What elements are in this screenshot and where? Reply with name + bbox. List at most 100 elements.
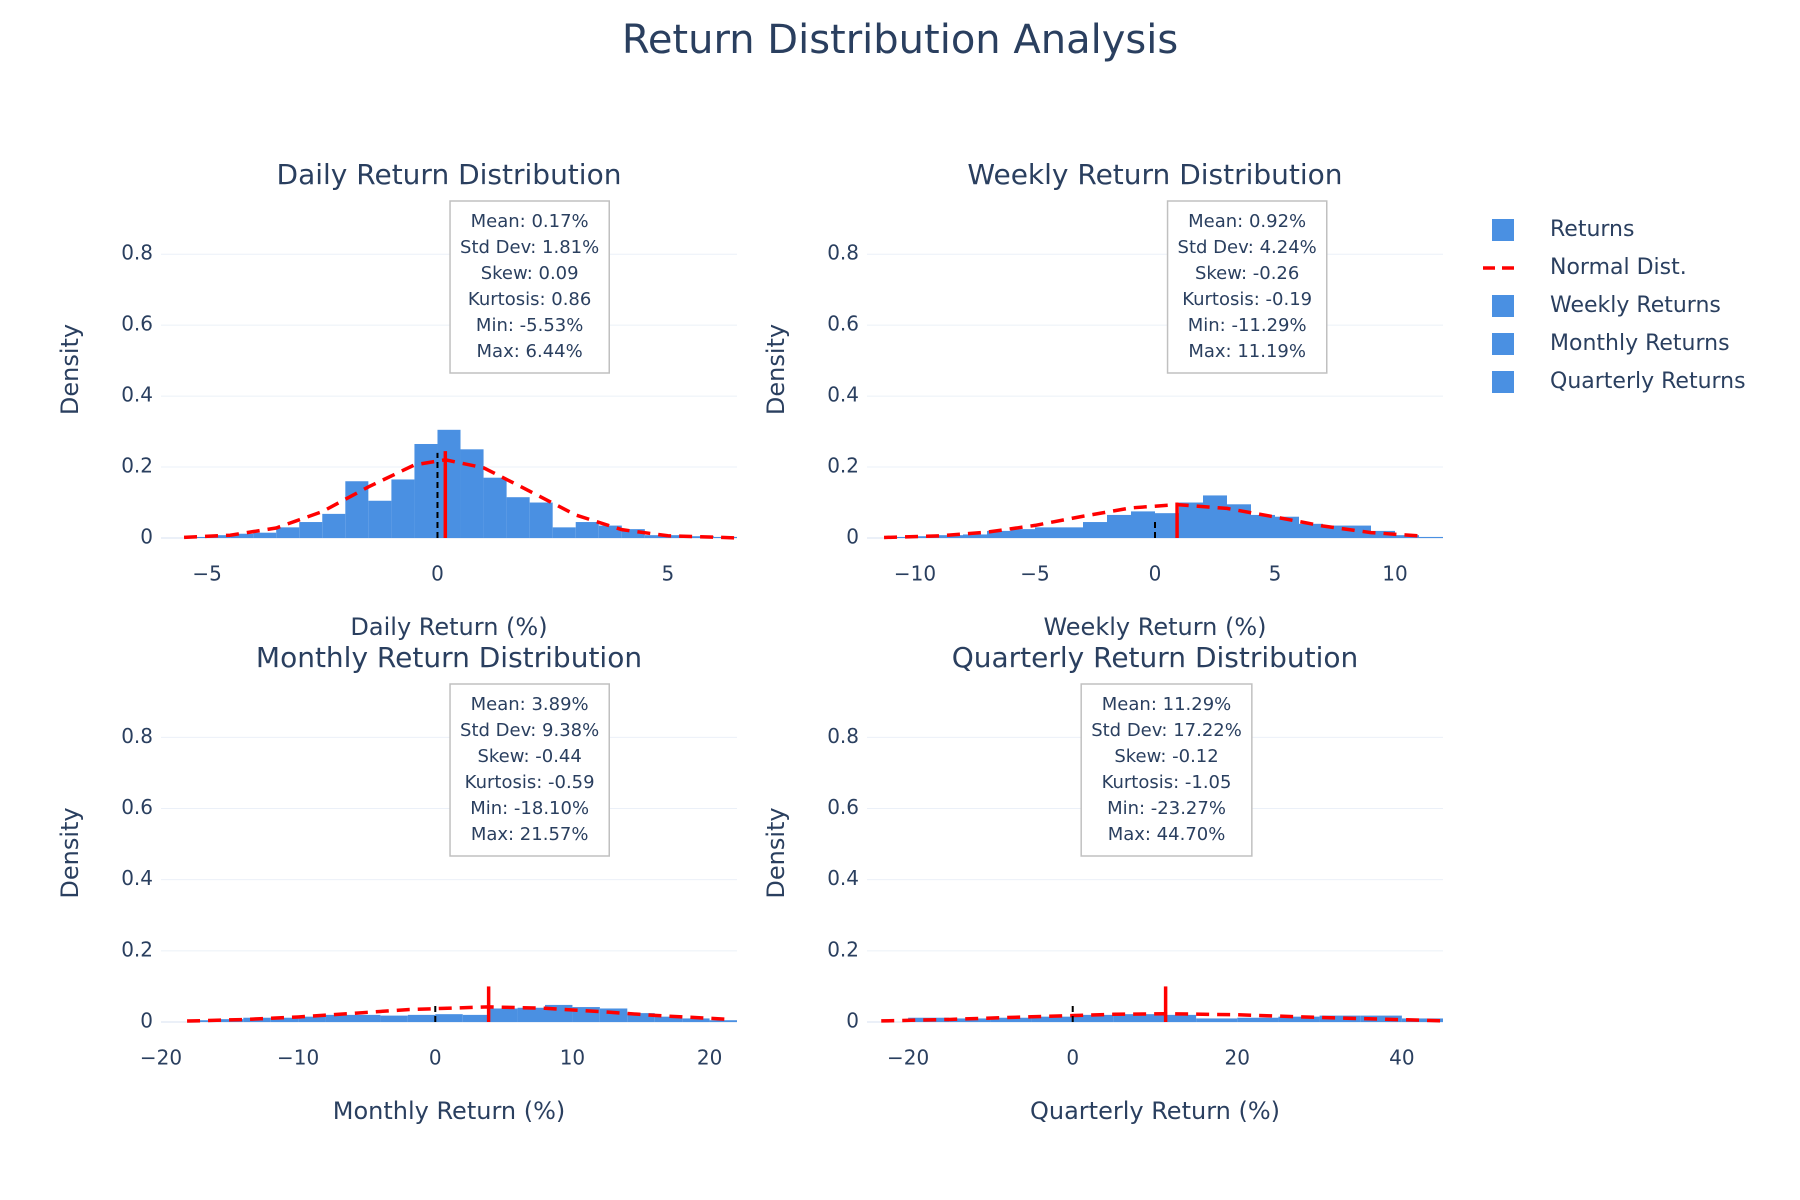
stats-text: Skew: 0.09: [481, 263, 579, 284]
y-tick-label: 0.8: [121, 241, 153, 265]
y-tick-label: 0.2: [121, 937, 153, 961]
x-axis-title: Monthly Return (%): [333, 1097, 566, 1125]
x-axis-title: Daily Return (%): [350, 613, 547, 641]
stats-text: Max: 6.44%: [477, 341, 583, 362]
legend-label: Normal Dist.: [1550, 255, 1687, 280]
histogram-bar: [276, 527, 300, 538]
legend-swatch: [1492, 219, 1514, 241]
stats-text: Kurtosis: -1.05: [1102, 772, 1232, 793]
y-tick-label: 0.2: [827, 454, 859, 478]
histogram-bar: [1155, 513, 1179, 538]
normal-curve: [187, 1005, 732, 1023]
histogram-bar: [1278, 1016, 1320, 1022]
x-axis-title: Quarterly Return (%): [1030, 1097, 1280, 1125]
histogram-bar: [1323, 525, 1347, 538]
stats-text: Kurtosis: -0.59: [465, 772, 595, 793]
histogram-bar: [891, 536, 915, 538]
x-tick-label: 40: [1389, 1046, 1414, 1070]
histogram-bar: [987, 530, 1011, 538]
histogram-bar: [483, 477, 507, 538]
stats-text: Skew: -0.26: [1195, 263, 1299, 284]
stats-text: Kurtosis: -0.19: [1182, 289, 1312, 310]
histogram-bar: [517, 1007, 545, 1022]
histogram-bar: [1251, 514, 1275, 538]
stats-text: Mean: 3.89%: [471, 694, 589, 715]
legend-swatch: [1492, 333, 1514, 355]
stats-text: Std Dev: 4.24%: [1178, 237, 1317, 258]
legend-label: Monthly Returns: [1550, 331, 1730, 356]
stats-text: Min: -18.10%: [470, 798, 589, 819]
y-tick-label: 0.6: [827, 312, 859, 336]
histogram-bar: [490, 1008, 518, 1022]
legend-swatch: [1492, 295, 1514, 317]
stats-box: [1166, 200, 1328, 374]
histogram-bar: [654, 1016, 683, 1022]
stats-text: Min: -23.27%: [1107, 798, 1226, 819]
y-tick-label: 0.2: [121, 454, 153, 478]
stats-text: Mean: 0.92%: [1188, 211, 1306, 232]
histogram-bar: [1360, 1015, 1402, 1022]
y-tick-label: 0: [140, 1009, 153, 1033]
histogram-bar: [368, 500, 392, 538]
x-tick-label: −5: [192, 562, 221, 586]
histogram-bar: [1179, 502, 1203, 538]
histogram-bar: [414, 443, 438, 538]
legend-label: Returns: [1550, 217, 1634, 242]
histogram-bar: [598, 525, 622, 538]
y-tick-label: 0.6: [827, 795, 859, 819]
x-tick-label: 20: [1225, 1046, 1250, 1070]
y-axis-title: Density: [762, 807, 790, 898]
histogram-bar: [1401, 1018, 1443, 1022]
normal-curve: [883, 502, 1424, 540]
histogram-bar: [627, 1013, 655, 1022]
y-tick-label: 0.2: [827, 937, 859, 961]
stats-text: Std Dev: 1.81%: [460, 237, 599, 258]
histogram-bar: [353, 1014, 381, 1022]
x-tick-label: 10: [1382, 562, 1407, 586]
histogram-bar: [253, 532, 277, 538]
x-tick-label: 20: [697, 1046, 722, 1070]
histogram-bar: [1371, 530, 1395, 538]
x-tick-label: 10: [560, 1046, 585, 1070]
histogram-bar: [322, 513, 346, 538]
stats-text: Min: -5.53%: [476, 315, 583, 336]
y-tick-label: 0: [846, 525, 859, 549]
y-tick-label: 0.8: [827, 724, 859, 748]
stats-text: Skew: -0.12: [1114, 746, 1218, 767]
stats-text: Skew: -0.44: [477, 746, 581, 767]
histogram-bar: [270, 1017, 299, 1022]
histogram-bar: [1083, 522, 1107, 538]
x-tick-label: −20: [140, 1046, 182, 1070]
histogram-bar: [1031, 1016, 1073, 1022]
y-axis-title: Density: [762, 324, 790, 415]
stats-text: Std Dev: 17.22%: [1091, 720, 1242, 741]
y-tick-label: 0: [846, 1009, 859, 1033]
histogram-bar: [575, 522, 599, 538]
legend-label: Quarterly Returns: [1550, 369, 1746, 394]
x-tick-label: −5: [1020, 562, 1049, 586]
subplot-title: Quarterly Return Distribution: [952, 641, 1359, 674]
histogram-bar: [529, 502, 553, 538]
subplot-title: Monthly Return Distribution: [256, 641, 642, 674]
legend-label: Weekly Returns: [1550, 293, 1721, 318]
x-tick-label: 0: [1066, 1046, 1079, 1070]
histogram-bar: [1107, 514, 1131, 538]
histogram-bar: [207, 535, 231, 538]
stats-box: [449, 200, 610, 374]
histogram-bar: [1072, 1014, 1114, 1022]
histogram-bar: [1419, 536, 1443, 538]
stats-text: Kurtosis: 0.86: [468, 289, 591, 310]
histogram-bar: [1275, 516, 1299, 538]
x-tick-label: 5: [1269, 562, 1282, 586]
x-tick-label: 0: [1149, 562, 1162, 586]
histogram-bar: [506, 497, 530, 538]
histogram-bar: [1035, 527, 1059, 538]
stats-text: Min: -11.29%: [1188, 315, 1307, 336]
stats-text: Std Dev: 9.38%: [460, 720, 599, 741]
histogram-bar: [325, 1014, 353, 1022]
legend-swatch: [1492, 371, 1514, 393]
histogram-bar: [1131, 511, 1155, 538]
histogram-bar: [963, 534, 987, 538]
